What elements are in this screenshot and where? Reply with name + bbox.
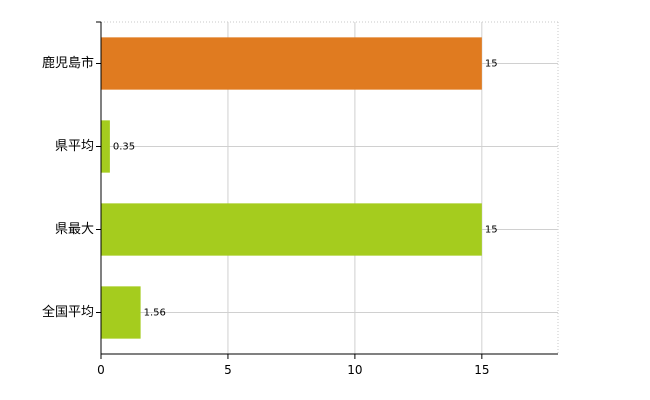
bar-3 (101, 203, 482, 256)
y-tick-label: 県平均 (55, 139, 94, 154)
data-label-1: 15 (485, 59, 498, 70)
data-label-2: 0.35 (113, 142, 135, 153)
bar-2 (101, 120, 110, 173)
bar-layer (101, 37, 482, 339)
bar-4 (101, 286, 141, 339)
bar-1 (101, 37, 482, 90)
data-label-3: 15 (485, 225, 498, 236)
y-tick-label: 鹿児島市 (42, 55, 94, 71)
x-tick-label: 0 (97, 363, 105, 377)
y-tick-label: 県最大 (55, 222, 94, 237)
x-tick-label: 15 (474, 363, 489, 377)
axis-layer (96, 21, 558, 359)
data-label-4: 1.56 (144, 308, 166, 319)
x-tick-label: 10 (347, 363, 362, 377)
x-tick-label: 5 (224, 363, 232, 377)
y-tick-label: 全国平均 (42, 304, 94, 320)
